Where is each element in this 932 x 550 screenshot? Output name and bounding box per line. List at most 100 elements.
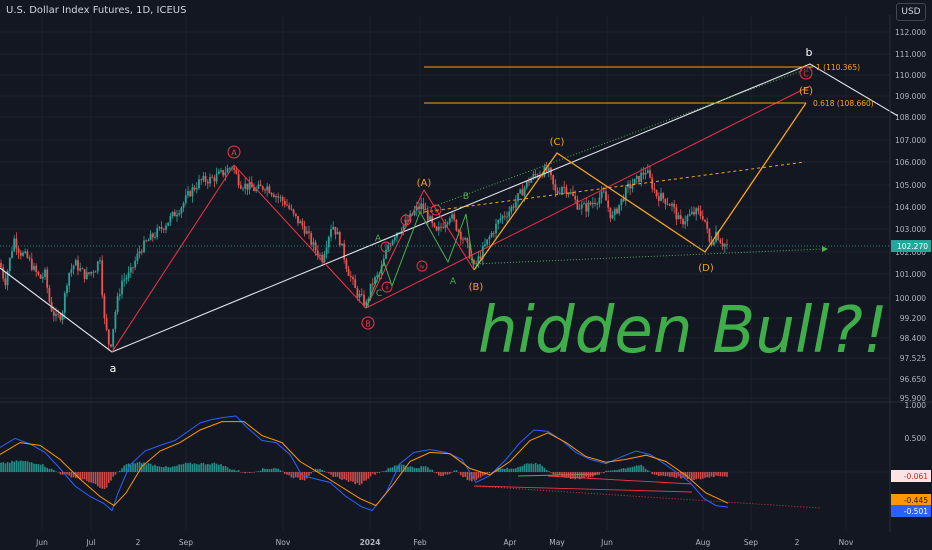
histogram-bar xyxy=(226,467,229,472)
histogram-bar xyxy=(607,470,609,472)
candle-body xyxy=(481,246,484,259)
histogram-bar xyxy=(325,472,328,473)
candle-body xyxy=(437,226,440,231)
histogram-bar xyxy=(512,468,515,472)
histogram-bar xyxy=(50,468,53,472)
candle-body xyxy=(15,238,18,249)
candle-body xyxy=(132,267,134,269)
time-tick-label: May xyxy=(549,538,565,547)
histogram-bar xyxy=(270,468,273,472)
histogram-bar xyxy=(363,472,365,481)
candle-body xyxy=(30,258,33,270)
candle-body xyxy=(327,237,330,248)
histogram-bar xyxy=(132,462,134,472)
histogram-bar xyxy=(671,472,673,477)
candle-body xyxy=(13,238,16,252)
histogram-bar xyxy=(259,470,262,472)
candle-body xyxy=(673,203,676,208)
histogram-bar xyxy=(644,468,647,472)
candle-body xyxy=(426,210,429,221)
histogram-bar xyxy=(715,472,717,476)
histogram-bar xyxy=(176,465,178,472)
histogram-bar xyxy=(323,470,326,472)
candle-body xyxy=(90,271,93,274)
candle-body xyxy=(83,269,86,279)
candle-body xyxy=(8,257,11,272)
histogram-bar xyxy=(235,470,238,472)
candle-body xyxy=(523,187,526,196)
candle-body xyxy=(217,171,220,174)
candle-body xyxy=(519,189,522,194)
candle-body xyxy=(264,189,266,191)
candle-body xyxy=(459,231,462,240)
candle-body xyxy=(398,232,401,234)
histogram-bar xyxy=(330,472,332,475)
candle-body xyxy=(655,190,658,197)
candle-body xyxy=(602,191,605,193)
histogram-bar xyxy=(202,462,205,472)
histogram-bar xyxy=(6,462,9,472)
candle-body xyxy=(600,191,603,198)
candle-body xyxy=(514,201,517,208)
histogram-bar xyxy=(0,462,2,472)
histogram-bar xyxy=(418,468,420,472)
candles xyxy=(0,161,728,351)
histogram-bar xyxy=(398,464,400,472)
candle-body xyxy=(222,170,225,176)
price-tick-label: 104.000 xyxy=(895,203,926,212)
green-dotted-lower xyxy=(473,248,823,265)
macd-histogram-value-badge xyxy=(891,470,931,482)
time-tick-label: Jul xyxy=(85,538,95,547)
wave-ab-line xyxy=(0,63,899,353)
candle-body xyxy=(396,232,398,238)
histogram-bar xyxy=(336,472,339,477)
histogram-bar xyxy=(521,465,524,472)
histogram-bar xyxy=(319,468,321,472)
candle-body xyxy=(228,167,231,169)
histogram-bar xyxy=(253,472,255,473)
histogram-bar xyxy=(28,462,31,472)
histogram-bar xyxy=(592,472,594,477)
currency-button[interactable]: USD xyxy=(896,3,926,21)
candle-body xyxy=(624,187,627,201)
histogram-bar xyxy=(402,464,405,472)
histogram-bar xyxy=(455,470,458,472)
histogram-bar xyxy=(453,470,455,472)
histogram-bar xyxy=(17,461,20,472)
histogram-bar xyxy=(292,472,295,479)
candle-body xyxy=(682,219,684,225)
histogram-bar xyxy=(552,472,554,475)
histogram-bar xyxy=(44,466,46,472)
histogram-bar xyxy=(369,472,372,477)
histogram-bar xyxy=(68,472,70,476)
candle-body xyxy=(679,215,682,220)
histogram-bar xyxy=(387,468,389,472)
candle-body xyxy=(611,214,614,219)
histogram-bar xyxy=(400,464,403,472)
candle-body xyxy=(22,252,24,256)
histogram-bar xyxy=(693,472,695,480)
candle-body xyxy=(202,175,205,181)
candle-body xyxy=(572,192,574,196)
histogram-bar xyxy=(347,472,350,483)
candle-body xyxy=(407,220,409,221)
histogram-bar xyxy=(295,472,297,478)
candle-body xyxy=(246,183,249,190)
histogram-bar xyxy=(321,469,323,472)
candle-body xyxy=(281,197,284,201)
histogram-bar xyxy=(695,472,697,480)
candle-body xyxy=(290,208,293,210)
histogram-bar xyxy=(449,472,451,474)
histogram-bar xyxy=(429,469,431,472)
candle-body xyxy=(455,219,458,231)
wave-a-label: a xyxy=(110,362,117,375)
macd-signal-value: -0.445 xyxy=(904,496,928,505)
histogram-bar xyxy=(541,465,543,472)
price-tick-label: 95.900 xyxy=(900,394,926,403)
candle-body xyxy=(55,313,57,316)
histogram-bar xyxy=(15,460,18,472)
candle-body xyxy=(671,203,673,206)
histogram-bar xyxy=(662,472,664,476)
histogram-bar xyxy=(508,469,510,472)
